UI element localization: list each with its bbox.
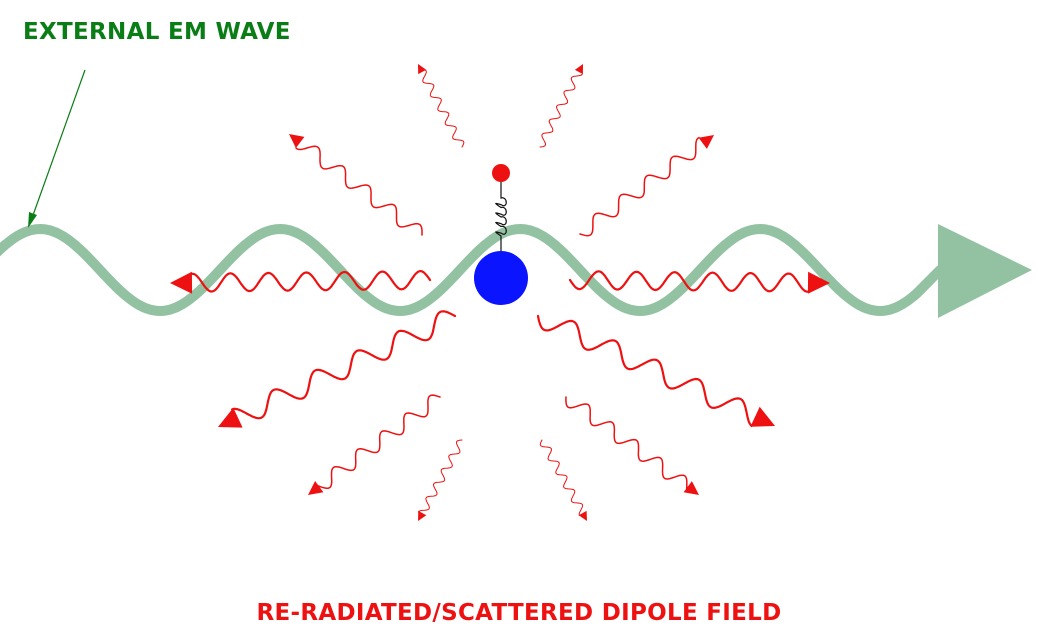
- scattered-wave-arrowhead-6: [698, 135, 714, 149]
- scattered-wave-9: [422, 69, 465, 148]
- scattered-wave-5: [295, 145, 423, 236]
- pointer-group: [28, 69, 86, 228]
- scattered-wave-arrowhead-7: [308, 481, 324, 495]
- scattered-wave-12: [539, 439, 584, 516]
- scattered-wave-arrowhead-10: [574, 64, 583, 75]
- dipole-group: [474, 164, 528, 305]
- scattered-wave-4: [536, 314, 753, 427]
- scattered-wave-arrowhead-4: [750, 406, 775, 427]
- external-em-wave-label: EXTERNAL EM WAVE: [23, 19, 291, 45]
- scattered-wave-3: [231, 310, 457, 420]
- scattered-wave-6: [579, 136, 700, 237]
- incident-wave-line: [0, 224, 945, 316]
- charge-circle-icon: [474, 251, 528, 305]
- arrow-pointer-head: [28, 212, 37, 228]
- scattered-wave-1: [188, 270, 432, 293]
- scattered-wave-arrowhead-12: [578, 510, 587, 521]
- spring-icon: [495, 181, 507, 252]
- scattered-waves-group: [170, 64, 830, 521]
- arrow-pointer-icon: [31, 69, 86, 219]
- scattered-wave-10: [539, 73, 583, 148]
- scattered-wave-arrowhead-8: [683, 481, 699, 495]
- scattered-wave-8: [565, 396, 688, 490]
- scattered-wave-7: [316, 394, 441, 490]
- scattered-wave-arrowhead-9: [418, 64, 427, 75]
- scattered-wave-arrowhead-2: [807, 271, 830, 294]
- incident-wave-group: [0, 224, 1032, 318]
- scattered-wave-arrowhead-5: [289, 134, 305, 148]
- scattered-wave-2: [568, 270, 811, 293]
- scattered-wave-arrowhead-1: [170, 271, 193, 294]
- electron-charge-icon: [492, 164, 510, 182]
- scattered-wave-arrowhead-3: [218, 407, 243, 428]
- scattered-field-label: RE-RADIATED/SCATTERED DIPOLE FIELD: [256, 600, 782, 626]
- scattered-wave-11: [417, 439, 463, 513]
- scattered-wave-arrowhead-11: [418, 510, 427, 521]
- incident-wave-arrowhead: [938, 224, 1032, 318]
